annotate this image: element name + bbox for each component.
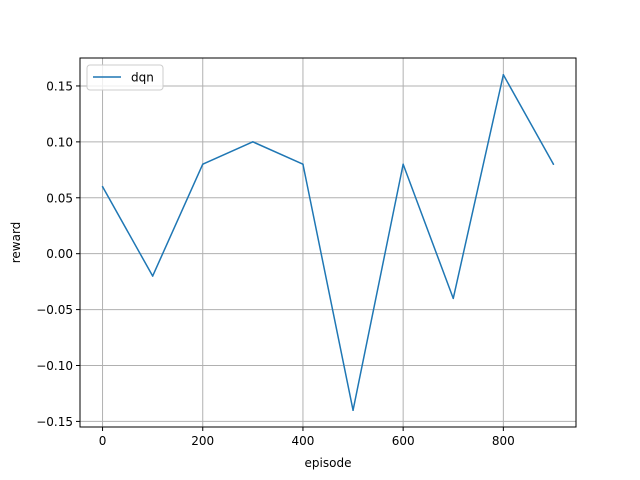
y-tick-label: 0.10 bbox=[46, 135, 73, 149]
plot-frame bbox=[79, 57, 577, 428]
y-axis-label: reward bbox=[9, 222, 23, 264]
x-tick-label: 0 bbox=[99, 434, 107, 448]
x-tick-label: 400 bbox=[291, 434, 314, 448]
y-tick-label: 0.05 bbox=[46, 191, 73, 205]
legend: dqn bbox=[86, 64, 164, 91]
y-tick-label: −0.15 bbox=[36, 415, 73, 429]
y-tick-label: −0.05 bbox=[36, 303, 73, 317]
data-point-dqn bbox=[402, 163, 404, 165]
data-point-dqn bbox=[552, 163, 555, 165]
y-tick-label: 0.00 bbox=[46, 247, 73, 261]
data-point-dqn bbox=[252, 141, 254, 143]
data-point-dqn bbox=[302, 163, 304, 165]
legend-box bbox=[86, 64, 164, 91]
x-axis-label: episode bbox=[305, 456, 352, 470]
series-layer bbox=[101, 74, 555, 411]
x-tick-label: 800 bbox=[492, 434, 515, 448]
y-tick-label: −0.10 bbox=[36, 359, 73, 373]
data-point-dqn bbox=[452, 297, 455, 300]
data-point-dqn bbox=[101, 185, 104, 188]
data-point-dqn bbox=[151, 275, 154, 277]
legend-label-dqn: dqn bbox=[131, 71, 154, 85]
data-point-dqn bbox=[201, 163, 204, 165]
series-line-dqn bbox=[101, 74, 555, 411]
ticks: 0 200 400 600 800 −0.15 −0.10 −0.05 0.00 0.05 0.10… bbox=[36, 79, 515, 448]
x-tick-label: 600 bbox=[392, 434, 415, 448]
data-point-dqn bbox=[352, 409, 354, 411]
x-tick-label: 200 bbox=[191, 434, 214, 448]
data-point-dqn bbox=[502, 74, 505, 76]
y-tick-label: 0.15 bbox=[46, 79, 73, 93]
